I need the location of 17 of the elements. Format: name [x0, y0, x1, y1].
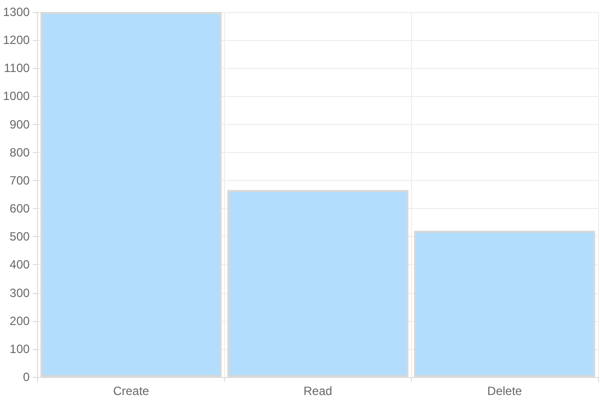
y-tick-label: 400	[10, 258, 30, 272]
y-tick-label: 1100	[4, 61, 30, 76]
y-tick-label: 500	[10, 230, 30, 244]
y-tick-label: 900	[10, 117, 30, 132]
y-tick-label: 100	[10, 342, 30, 356]
y-tick-label: 1000	[2, 89, 30, 104]
y-tick-label: 700	[10, 173, 30, 188]
x-tick-label: Delete	[487, 384, 522, 398]
y-tick-label: 800	[10, 145, 30, 160]
y-tick-label: 0	[23, 370, 30, 384]
y-tick-label: 1200	[2, 33, 30, 48]
y-tick-label: 600	[10, 202, 30, 216]
y-tick-label: 300	[10, 286, 30, 300]
x-tick-label: Read	[304, 384, 332, 398]
x-tick-label: Create	[113, 384, 150, 398]
y-tick-label: 1300	[2, 5, 30, 19]
y-tick-label: 200	[10, 314, 30, 328]
